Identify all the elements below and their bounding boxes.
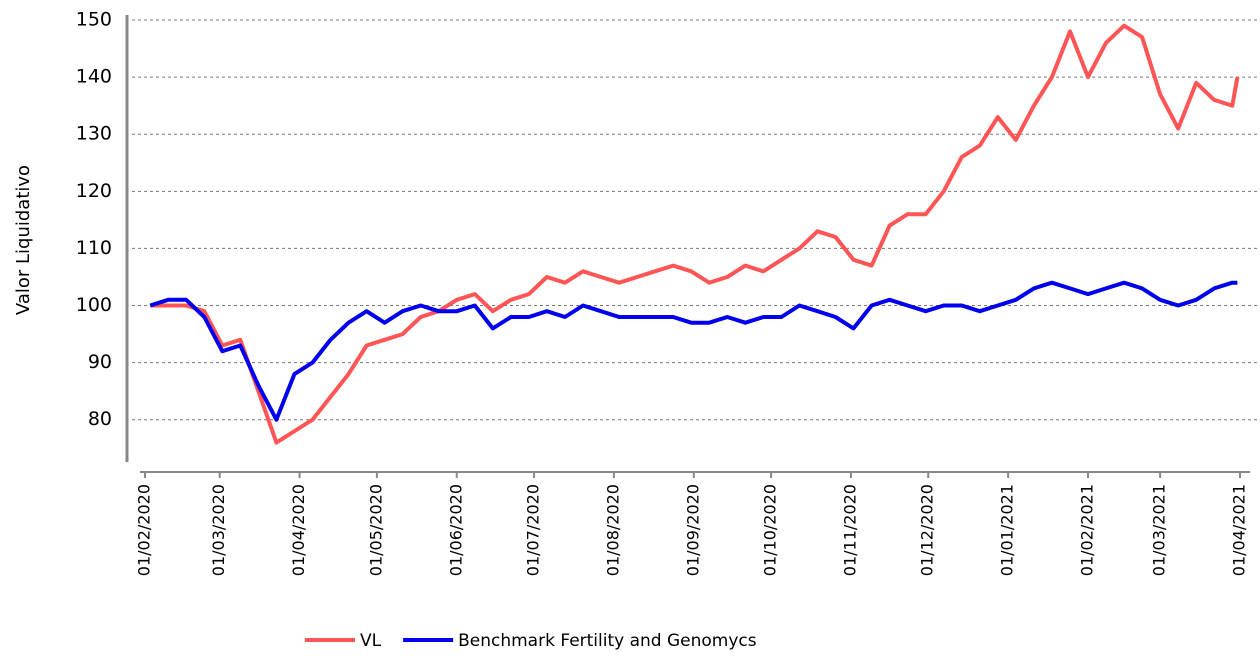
x-tick-label: 01/03/2021 [1150,484,1169,576]
y-tick-label: 80 [88,408,112,430]
x-tick-label: 01/05/2020 [366,484,385,576]
x-tick-label: 01/12/2020 [918,484,937,576]
y-axis-label: Valor Liquidativo [13,165,34,315]
y-tick-label: 130 [76,123,112,145]
y-tick-label: 150 [76,9,112,31]
x-tick-label: 01/03/2020 [209,484,228,576]
legend-label: Benchmark Fertility and Genomycs [458,631,757,651]
series-line [150,23,1240,445]
x-tick-label: 01/02/2020 [135,484,154,576]
x-tick-label: 01/04/2021 [1230,484,1249,576]
x-tick-label: 01/04/2020 [289,484,308,576]
series-line [149,280,1238,422]
x-tick-label: 01/07/2020 [524,484,543,576]
x-tick-label: 01/08/2020 [603,484,622,576]
x-tick-label: 01/11/2020 [840,484,859,576]
legend-label: VL [360,631,382,651]
x-tick-label: 01/10/2020 [761,484,780,576]
y-tick-label: 90 [88,351,112,373]
x-tick-label: 01/01/2021 [998,484,1017,576]
y-tick-label: 110 [76,237,112,259]
x-tick-label: 01/02/2021 [1077,484,1096,576]
x-tick-label: 01/09/2020 [683,484,702,576]
y-tick-label: 100 [76,294,112,316]
y-tick-label: 140 [76,66,112,88]
x-tick-label: 01/06/2020 [446,484,465,576]
y-tick-label: 120 [76,180,112,202]
